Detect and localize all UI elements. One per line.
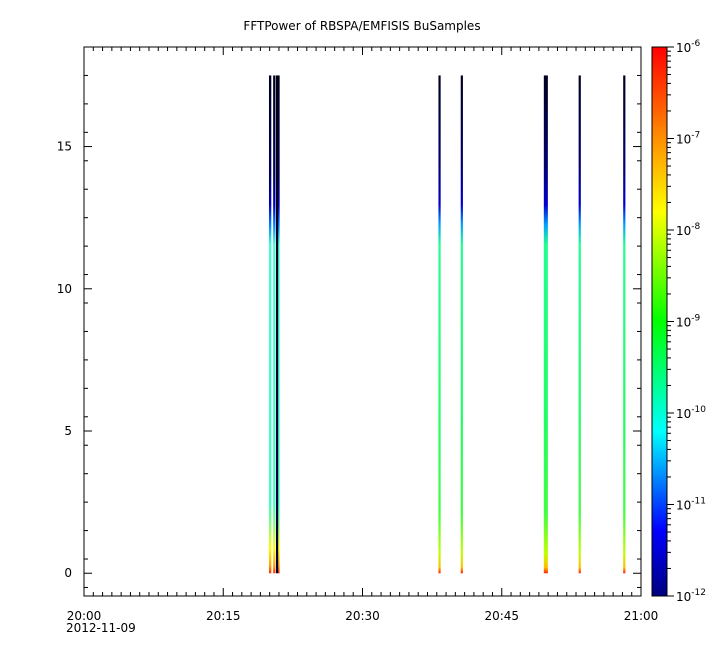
burst-column-8 xyxy=(545,75,548,574)
x-axis-date-label: 2012-11-09 xyxy=(66,621,136,635)
colorbar-tick-label: 10-9 xyxy=(676,314,701,330)
colorbar-tick-label: 10-10 xyxy=(676,405,706,421)
spectrogram-bursts xyxy=(268,75,626,574)
y-tick-label: 5 xyxy=(64,424,72,438)
burst-column-3 xyxy=(277,75,280,574)
burst-column-9 xyxy=(578,75,581,574)
burst-column-10 xyxy=(623,75,626,574)
colorbar-tick-label: 10-12 xyxy=(676,588,706,604)
burst-column-6 xyxy=(460,75,463,574)
x-tick-label: 20:15 xyxy=(206,609,241,623)
burst-column-4 xyxy=(275,75,279,574)
x-tick-label: 20:30 xyxy=(345,609,380,623)
x-axis: 20:00 20:15 20:30 20:45 21:00 xyxy=(67,47,659,623)
burst-column-7 xyxy=(543,75,547,574)
chart-title: FFTPower of RBSPA/EMFISIS BuSamples xyxy=(243,19,480,33)
burst-column-1 xyxy=(268,75,272,574)
y-tick-label: 15 xyxy=(57,140,72,154)
colorbar-tick-label: 10-8 xyxy=(676,222,701,238)
colorbar-tick-label: 10-7 xyxy=(676,131,700,147)
y-tick-label: 0 xyxy=(64,566,72,580)
colorbar-tick-label: 10-6 xyxy=(676,39,701,55)
colorbar xyxy=(651,46,668,597)
burst-column-2 xyxy=(273,75,276,574)
colorbar-axis: 10-12 10-11 10-10 10-9 10-8 10-7 10-6 xyxy=(667,39,706,604)
x-tick-label: 21:00 xyxy=(624,609,659,623)
burst-column-5 xyxy=(438,75,441,574)
y-axis: 0 5 10 15 xyxy=(57,74,641,588)
x-tick-label: 20:45 xyxy=(484,609,519,623)
colorbar-tick-label: 10-11 xyxy=(676,497,706,513)
plot-frame xyxy=(83,46,642,597)
y-tick-label: 10 xyxy=(57,282,72,296)
x-tick-label: 20:00 xyxy=(67,609,102,623)
